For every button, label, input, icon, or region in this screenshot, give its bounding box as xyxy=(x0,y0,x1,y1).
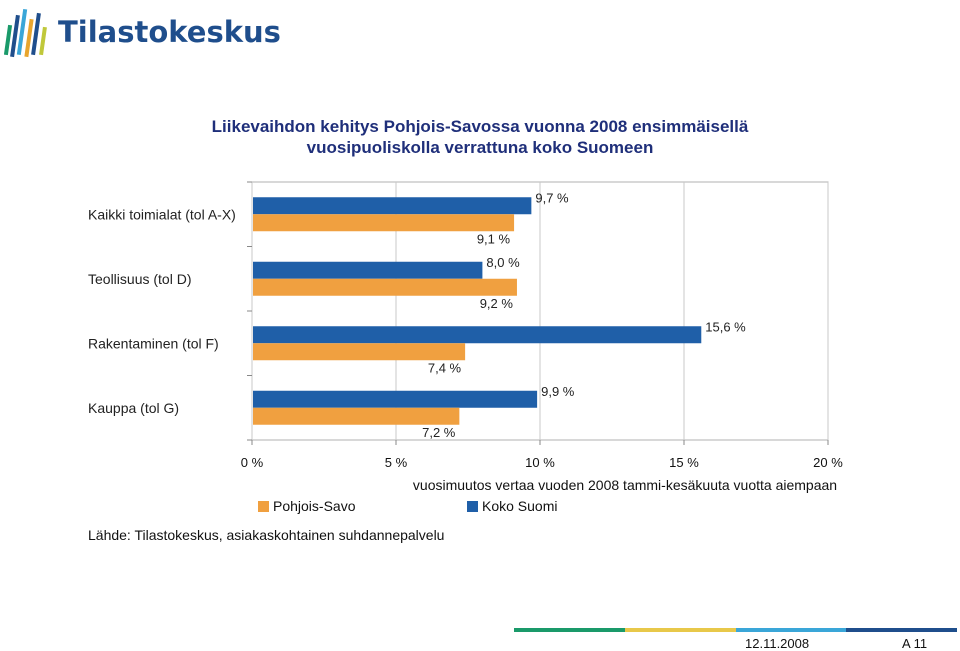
logo-text: Tilastokeskus xyxy=(58,15,281,49)
footer-bar-segment xyxy=(624,628,736,632)
category-label: Teollisuus (tol D) xyxy=(88,271,191,287)
data-label: 9,1 % xyxy=(477,231,511,246)
legend-item-pohjois-savo: Pohjois-Savo xyxy=(258,498,356,514)
legend-label-koko-suomi: Koko Suomi xyxy=(482,498,558,514)
legend-label-pohjois-savo: Pohjois-Savo xyxy=(273,498,356,514)
x-tick-label: 10 % xyxy=(525,455,555,470)
x-tick-label: 0 % xyxy=(241,455,264,470)
bar xyxy=(253,407,460,425)
bar xyxy=(253,278,517,296)
legend-swatch-pohjois-savo xyxy=(258,500,269,512)
footer-bar-segment xyxy=(846,628,957,632)
legend-item-koko-suomi: Koko Suomi xyxy=(467,498,557,514)
bar xyxy=(253,390,538,408)
data-label: 7,2 % xyxy=(422,425,456,440)
legend-swatch-koko-suomi xyxy=(467,500,478,512)
footer-page-number: A 11 xyxy=(902,636,928,651)
x-tick-label: 5 % xyxy=(385,455,408,470)
data-label: 9,9 % xyxy=(541,384,575,399)
x-axis-label: vuosimuutos vertaa vuoden 2008 tammi-kes… xyxy=(412,477,838,493)
tilastokeskus-logo: Tilastokeskus xyxy=(4,4,281,60)
category-label: Kaikki toimialat (tol A-X) xyxy=(88,206,236,222)
data-label: 9,2 % xyxy=(480,296,514,311)
category-label: Kauppa (tol G) xyxy=(88,400,179,416)
bar xyxy=(253,197,532,215)
source-note: Lähde: Tilastokeskus, asiakaskohtainen s… xyxy=(88,527,445,543)
chart-title-line-1: Liikevaihdon kehitys Pohjois-Savossa vuo… xyxy=(211,117,749,136)
footer-color-bar xyxy=(514,628,957,632)
footer-bar-segment xyxy=(735,628,847,632)
data-label: 9,7 % xyxy=(535,190,569,205)
footer-date: 12.11.2008 xyxy=(745,636,810,651)
data-label: 8,0 % xyxy=(486,255,520,270)
footer-bar-segment xyxy=(514,628,625,632)
x-tick-label: 15 % xyxy=(669,455,699,470)
logo-mark-icon xyxy=(4,8,47,58)
data-label: 15,6 % xyxy=(705,319,746,334)
category-label: Rakentaminen (tol F) xyxy=(88,335,219,351)
bar xyxy=(253,326,702,344)
bar xyxy=(253,343,466,361)
data-label: 7,4 % xyxy=(428,360,462,375)
x-tick-label: 20 % xyxy=(813,455,843,470)
chart-title-line-2: vuosipuoliskolla verrattuna koko Suomeen xyxy=(306,138,654,157)
bar xyxy=(253,261,483,279)
bar xyxy=(253,214,515,232)
